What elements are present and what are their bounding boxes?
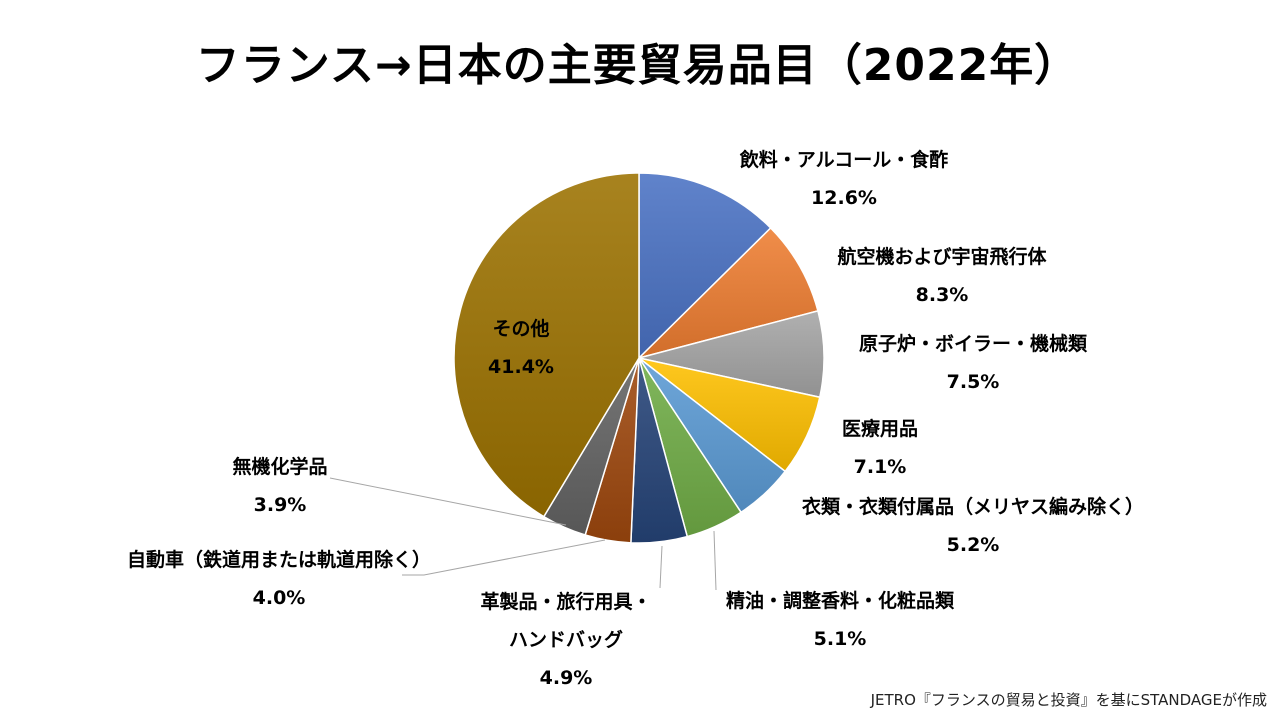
slice-category-label: 医療用品 bbox=[841, 418, 919, 440]
slice-category-label: 飲料・アルコール・食酢 bbox=[739, 149, 949, 171]
slice-value-label: 12.6% bbox=[811, 187, 877, 209]
slice-label: 航空機および宇宙飛行体 8.3% bbox=[837, 238, 1046, 314]
slice-category-label: 自動車（鉄道用または軌道用除く） bbox=[126, 549, 432, 571]
slice-category-label: 原子炉・ボイラー・機械類 bbox=[858, 333, 1088, 355]
leader-line bbox=[713, 530, 717, 591]
leader-line bbox=[659, 545, 663, 589]
slice-value-label: 5.1% bbox=[813, 628, 867, 650]
slice-label: 無機化学品 3.9% bbox=[232, 448, 327, 524]
leader-line bbox=[402, 539, 606, 576]
slice-value-label: 3.9% bbox=[253, 494, 307, 516]
slice-category-label: 無機化学品 bbox=[232, 456, 328, 478]
slice-category-label: その他 bbox=[492, 318, 550, 340]
slice-value-label: 5.2% bbox=[946, 534, 1000, 556]
chart-title: フランス→日本の主要貿易品目（2022年） bbox=[195, 40, 1080, 91]
slice-label: 自動車（鉄道用または軌道用除く） 4.0% bbox=[127, 541, 431, 617]
slice-value-label: 4.9% bbox=[539, 667, 593, 689]
slice-label: 精油・調整香料・化粧品類 5.1% bbox=[726, 582, 954, 658]
slice-category-label: 精油・調整香料・化粧品類 bbox=[725, 590, 955, 612]
slice-category-label: ハンドバッグ bbox=[508, 629, 624, 651]
slice-label: 原子炉・ボイラー・機械類 7.5% bbox=[859, 325, 1087, 401]
slice-value-label: 41.4% bbox=[488, 356, 554, 378]
source-note: JETRO『フランスの貿易と投資』を基にSTANDAGEが作成 bbox=[870, 691, 1267, 709]
pie-slice bbox=[453, 172, 640, 518]
slice-category-label: 航空機および宇宙飛行体 bbox=[837, 246, 1047, 268]
slice-label: 革製品・旅行用具・ ハンドバッグ 4.9% bbox=[480, 583, 651, 697]
pie-slice bbox=[638, 172, 772, 360]
slice-value-label: 4.0% bbox=[252, 587, 306, 609]
slice-category-label: 衣類・衣類付属品（メリヤス編み除く） bbox=[801, 496, 1145, 518]
slice-category-label: 革製品・旅行用具・ bbox=[480, 591, 652, 613]
slice-label: 衣類・衣類付属品（メリヤス編み除く） 5.2% bbox=[802, 488, 1144, 564]
slice-value-label: 8.3% bbox=[915, 284, 969, 306]
leader-line bbox=[329, 477, 567, 526]
slice-value-label: 7.5% bbox=[946, 371, 1000, 393]
slice-value-label: 7.1% bbox=[853, 456, 907, 478]
slice-label: 医療用品 7.1% bbox=[842, 410, 918, 486]
slice-label: その他 41.4% bbox=[488, 310, 554, 386]
slice-label: 飲料・アルコール・食酢 12.6% bbox=[740, 141, 948, 217]
pie-slice bbox=[636, 226, 819, 360]
